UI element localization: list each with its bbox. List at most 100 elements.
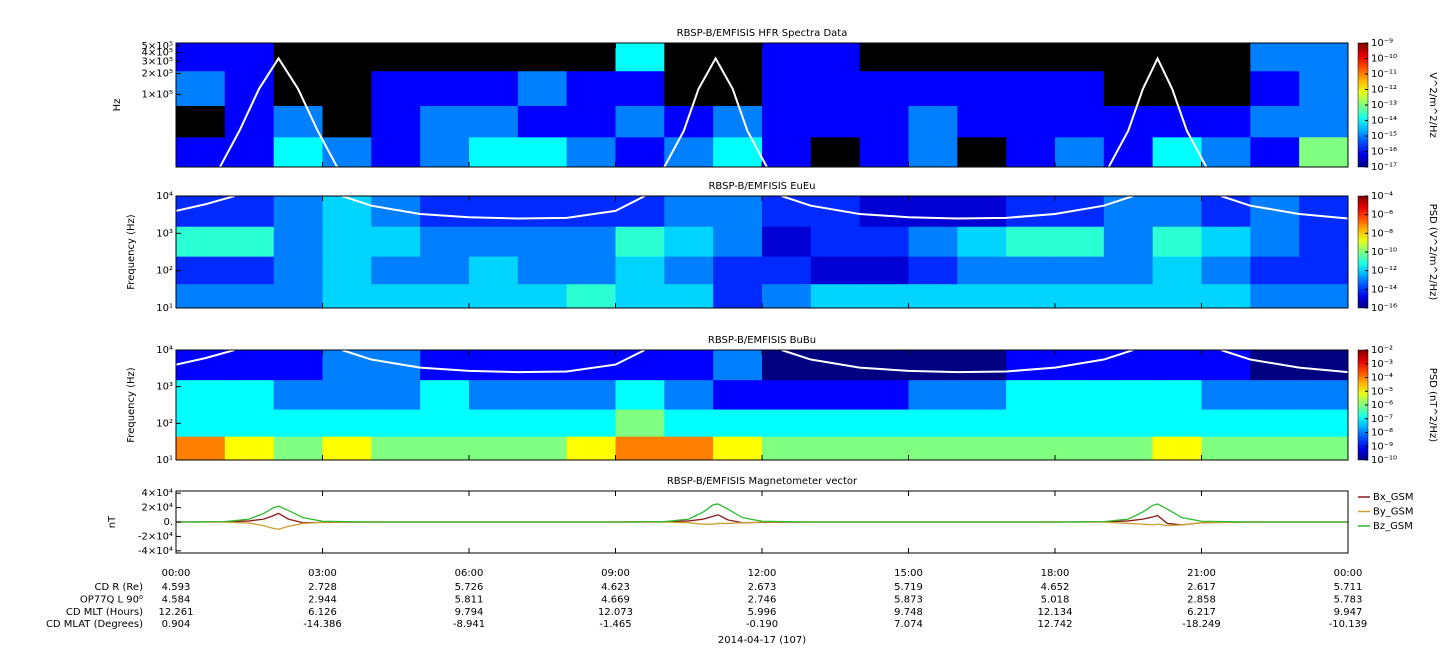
spectrogram-cell [1103,256,1154,285]
x-axis-label: 2014-04-17 (107) [718,635,806,646]
x-tick-label: 09:00 [601,568,630,579]
spectrogram-cell [420,256,470,285]
x-tick-label: 12:00 [748,568,777,579]
spectrogram-cell [908,283,958,308]
spectrogram-cell [908,350,958,381]
colorbar-tick-label: 10⁻¹⁰ [1371,455,1397,466]
spectrogram-cell [1103,43,1154,72]
spectrogram-cell [1250,105,1300,138]
spectrogram-cell [1055,136,1105,167]
spectrogram-cell [762,43,812,72]
spectrogram-cell [762,436,812,460]
spectrogram-cell [908,136,958,167]
ephemeris-label: CD MLT (Hours) [66,607,143,618]
spectrogram-cell [469,436,519,460]
spectrogram-cell [224,226,275,257]
spectrogram-cell [908,409,958,437]
spectrogram-cell [1103,283,1154,308]
colorbar-tick-label: 10⁻⁴ [1371,191,1393,202]
spectrogram-cell [420,196,470,227]
spectrogram-cell [1299,70,1348,106]
spectrogram-cell [713,409,763,437]
spectrogram-cell [810,409,861,437]
spectrogram-cell [1103,350,1154,381]
overlay-curve [176,196,1348,220]
colorbar-tick-label: 10⁻⁵ [1371,386,1393,397]
spectrogram-cell [469,256,519,285]
y-axis-label: nT [107,515,118,528]
spectrogram-cell [322,70,372,106]
spectrogram-cell [322,196,372,227]
spectrogram-cell [1006,43,1056,72]
y-tick-label: 10³ [156,228,173,239]
y-axis-label: Frequency (Hz) [126,214,137,290]
colorbar-tick-label: 10⁻¹⁰ [1371,54,1397,65]
spectrogram-cell [517,409,568,437]
spectrogram-cell [1055,350,1105,381]
ephemeris-value: 4.623 [601,582,630,593]
spectrogram-cell [908,379,958,410]
spectrogram-cell [957,350,1007,381]
spectrogram-cell [1006,283,1056,308]
colorbar-tick-label: 10⁻¹⁶ [1371,303,1397,314]
spectrogram-cell [1201,350,1251,381]
spectrogram-cell [517,136,568,167]
spectrogram-cell [713,226,763,257]
ephemeris-value: 2.944 [308,594,337,605]
spectrogram-cell [1201,409,1251,437]
spectrogram-cell [615,256,665,285]
spectrogram-cell [713,105,763,138]
spectrogram-cell [1006,350,1056,381]
spectrogram-cell [1152,196,1202,227]
ephemeris-value: 2.673 [748,582,777,593]
spectrogram-cell [566,256,616,285]
colorbar-tick-label: 10⁻¹⁰ [1371,247,1397,258]
ephemeris-value: 7.074 [894,619,923,630]
y-tick-label: 3×10⁵ [142,56,173,67]
spectrogram-cell [1006,409,1056,437]
y-tick-label: 5×10⁵ [142,41,173,52]
spectrogram-cell [469,350,519,381]
ephemeris-value: 2.617 [1187,582,1216,593]
ephemeris-label: CD MLAT (Degrees) [46,619,143,630]
spectrogram-cell [1055,436,1105,460]
spectrogram-cell [176,379,226,410]
colorbar-tick-label: 10⁻⁶ [1371,210,1393,221]
spectrogram-cell [517,379,568,410]
spectrogram-cell [762,105,812,138]
x-tick-label: 18:00 [1041,568,1070,579]
spectrogram-cell [1006,379,1056,410]
spectrogram-cell [371,43,421,72]
spectrogram-cell [615,226,665,257]
spectrogram-cell [469,70,519,106]
y-tick-label: 10⁴ [156,345,173,356]
spectrogram-cell [273,256,323,285]
spectrogram-cell [224,136,275,167]
spectrogram-cell [762,409,812,437]
spectrogram-cell [1299,43,1348,72]
colorbar-tick-label: 10⁻⁷ [1371,414,1393,425]
colorbar-tick-label: 10⁻¹³ [1371,100,1397,111]
spectrogram-cell [615,350,665,381]
spectrogram-cell [566,226,616,257]
y-tick-label: 4×10⁵ [142,48,173,59]
spectrogram-cell [371,379,421,410]
spectrogram-cell [859,105,909,138]
spectrogram-cell [517,70,568,106]
spectrogram-cell [908,226,958,257]
spectrogram-cell [273,283,323,308]
spectrogram-cell [957,436,1007,460]
spectrogram-cell [1250,256,1300,285]
spectrogram-cell [469,283,519,308]
spectrogram-cell [957,256,1007,285]
series-line [176,521,1348,530]
panel-title: RBSP-B/EMFISIS EuEu [708,181,815,192]
spectrogram-cell [957,409,1007,437]
spectrogram-cell [1055,105,1105,138]
spectrogram-cell [1006,196,1056,227]
y-axis-label: Hz [112,99,123,112]
x-tick-label: 00:00 [162,568,191,579]
spectrogram-cell [224,283,275,308]
spectrogram-cell [1152,256,1202,285]
y-tick-label: 10³ [156,382,173,393]
